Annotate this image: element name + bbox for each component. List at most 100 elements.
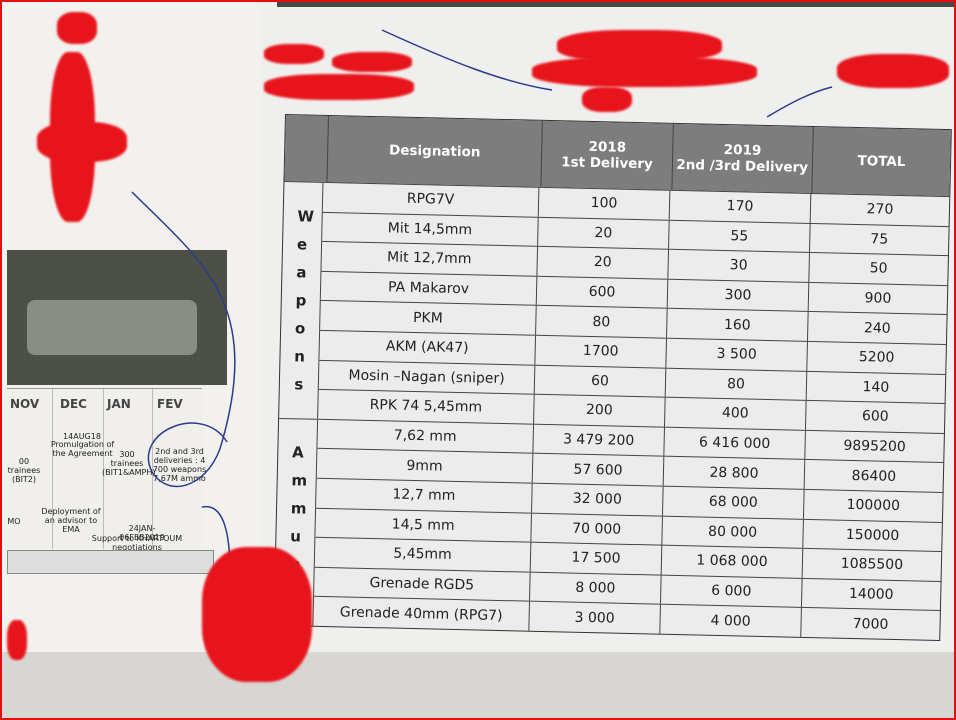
header-cell: TOTAL xyxy=(811,126,951,197)
table-cell: 17 500 xyxy=(529,542,662,575)
table-cell: 3 479 200 xyxy=(532,424,664,457)
table-cell: 20 xyxy=(537,217,669,249)
table-cell: 4 000 xyxy=(659,604,801,637)
timeline-note: 24JAN-06FEB2019 xyxy=(119,524,165,542)
timeline-note: 00 trainees (BIT2) xyxy=(7,457,41,484)
table-cell: 6 416 000 xyxy=(663,427,805,460)
table-cell: 80 000 xyxy=(661,516,803,548)
redaction xyxy=(332,52,412,72)
table-cell: 150000 xyxy=(802,519,942,552)
group-rows: 7,62 mm 3 479 200 6 416 000 9895200 9mm 57 60… xyxy=(312,418,944,640)
timeline-note: 300 trainees (BIT1&AMPH) xyxy=(102,450,156,477)
header-text: 2nd /3rd Delivery xyxy=(676,156,809,176)
group-rows: RPG7V 100 170 270 Mit 14,5mm 20 55 75 Mit 12,7mm… xyxy=(317,181,950,433)
table-cell: 300 xyxy=(666,279,809,312)
redaction xyxy=(582,87,632,112)
header-text: 2018 xyxy=(588,138,627,156)
header-text: 2019 xyxy=(723,141,762,159)
year-arrow xyxy=(7,550,214,574)
table-cell: Mit 12,7mm xyxy=(320,242,538,276)
table-cell: 6 000 xyxy=(659,575,802,608)
table-cell: 200 xyxy=(533,394,665,427)
timeline xyxy=(7,388,202,549)
table: Designation 2018 1st Delivery 2019 2nd /3rd … xyxy=(273,114,952,641)
header-cell: Designation xyxy=(326,115,543,187)
table-cell: 50 xyxy=(808,253,948,285)
table-cell: 30 xyxy=(667,249,809,282)
divider xyxy=(52,389,53,549)
timeline-note: Deployment of an advisor to EMA xyxy=(41,507,101,534)
timeline-note: MO xyxy=(7,517,21,526)
ink-stroke xyxy=(381,29,553,91)
vehicle xyxy=(27,300,197,355)
redaction xyxy=(37,122,127,162)
table-cell: 170 xyxy=(668,190,811,223)
table-cell: 8 000 xyxy=(529,572,661,604)
redaction xyxy=(532,57,757,87)
table-cell: 70 000 xyxy=(530,513,662,545)
table-cell: 5200 xyxy=(806,341,946,374)
table-cell: 9895200 xyxy=(804,430,944,463)
table-cell: 5,45mm xyxy=(313,537,531,572)
header-cell: 2019 2nd /3rd Delivery xyxy=(671,123,813,193)
month-label: DEC xyxy=(60,397,87,411)
vehicle-photo xyxy=(7,250,227,385)
month-label: NOV xyxy=(10,397,40,411)
table-cell: 1700 xyxy=(534,335,667,368)
table-cell: 20 xyxy=(536,246,669,279)
table-cell: RPG7V xyxy=(321,182,539,217)
bottom-paper xyxy=(2,652,954,718)
redaction xyxy=(264,74,414,100)
group: Ammuni 7,62 mm 3 479 200 6 416 000 9895200 9m… xyxy=(274,417,944,640)
header-text: 1st Delivery xyxy=(561,154,654,173)
table-cell: 100 xyxy=(537,187,670,220)
table-cell: AKM (AK47) xyxy=(318,330,536,365)
corner xyxy=(284,115,327,182)
table-cell: 68 000 xyxy=(661,486,804,519)
table-cell: 3 500 xyxy=(665,338,807,371)
redaction xyxy=(837,54,949,88)
table-cell: 140 xyxy=(805,371,946,404)
table-cell: 75 xyxy=(809,223,949,256)
ink-stroke xyxy=(131,191,236,488)
table-cell: 7,62 mm xyxy=(316,419,534,454)
redaction xyxy=(264,44,324,64)
table-cell: 3 000 xyxy=(528,601,660,634)
table-cell: Mosin –Nagan (sniper) xyxy=(317,360,535,394)
table-cell: Mit 14,5mm xyxy=(321,212,538,246)
redaction xyxy=(57,12,97,44)
month-label: JAN xyxy=(107,397,131,411)
table-cell: 57 600 xyxy=(531,454,664,486)
table-cell: Grenade 40mm (RPG7) xyxy=(312,597,529,631)
table-cell: 14000 xyxy=(800,578,941,611)
redaction xyxy=(202,547,312,682)
table-cell: 1 068 000 xyxy=(660,545,803,578)
table-cell: 160 xyxy=(666,309,808,341)
table-cell: 80 xyxy=(664,368,807,401)
timeline-note: 2nd and 3rd deliveries : 4 700 weapons 7… xyxy=(152,447,207,483)
redaction xyxy=(7,620,27,660)
header-cell: 2018 1st Delivery xyxy=(540,120,673,190)
group: Weapons RPG7V 100 170 270 Mit 14,5mm 20 55 75 Mit… xyxy=(279,181,950,433)
table-cell: 7000 xyxy=(800,608,940,640)
divider xyxy=(103,389,104,549)
table-cell: 9mm xyxy=(315,449,533,483)
table-cell: 55 xyxy=(668,220,810,253)
group-label: Weapons xyxy=(279,181,323,419)
table-cell: 32 000 xyxy=(531,483,663,516)
redaction xyxy=(557,30,722,62)
table-cell: PKM xyxy=(319,301,536,335)
timeline-note: Promulgation of the Agreement xyxy=(50,440,115,458)
month-label: FEV xyxy=(157,397,183,411)
table-cell: 240 xyxy=(806,312,947,345)
ink-stroke xyxy=(766,86,833,118)
table-cell: 270 xyxy=(809,193,950,226)
table-cell: 600 xyxy=(535,276,668,309)
table-cell: PA Makarov xyxy=(319,271,537,306)
table-cell: 100000 xyxy=(802,489,943,522)
table-cell: 1085500 xyxy=(801,548,942,581)
table-cell: 80 xyxy=(535,306,667,338)
table-cell: 12,7 mm xyxy=(315,478,532,513)
table-cell: 900 xyxy=(807,282,948,315)
